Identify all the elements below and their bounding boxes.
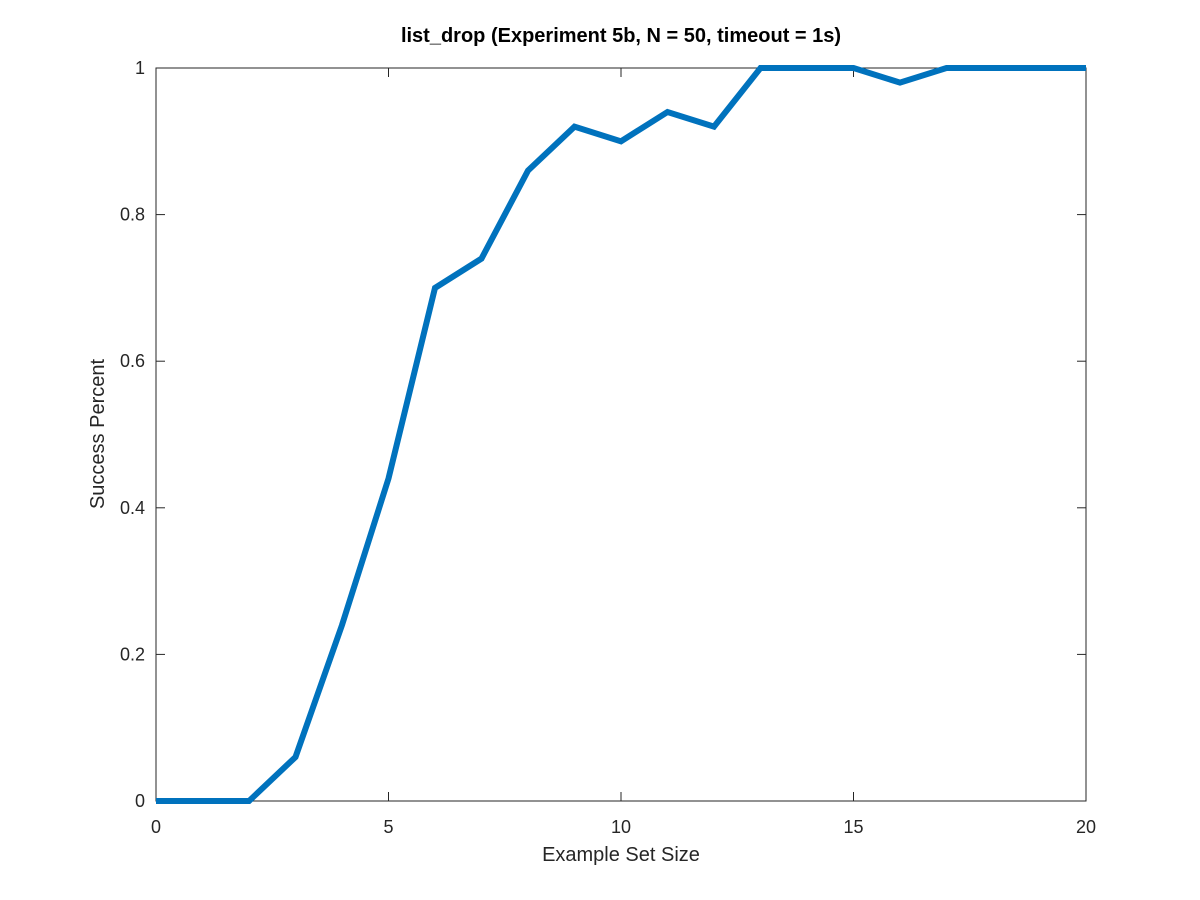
x-axis-label: Example Set Size bbox=[542, 844, 700, 866]
x-tick-label: 20 bbox=[1076, 817, 1096, 837]
tick-labels: 0 5 10 15 20 0 0.2 0.4 0.6 0.8 1 bbox=[120, 58, 1096, 837]
y-tick-label: 0.4 bbox=[120, 498, 145, 518]
y-tick-label: 1 bbox=[135, 58, 145, 78]
plot-area bbox=[155, 67, 1087, 802]
y-tick-label: 0 bbox=[135, 791, 145, 811]
y-tick-label: 0.6 bbox=[120, 351, 145, 371]
x-tick-label: 15 bbox=[843, 817, 863, 837]
series-line-1 bbox=[156, 65, 1086, 804]
series-layer bbox=[156, 65, 1086, 804]
x-tick-label: 10 bbox=[611, 817, 631, 837]
x-tick-label: 5 bbox=[383, 817, 393, 837]
y-tick-label: 0.8 bbox=[120, 205, 145, 225]
chart-title: list_drop (Experiment 5b, N = 50, timeou… bbox=[401, 25, 841, 47]
x-tick-label: 0 bbox=[151, 817, 161, 837]
y-tick-label: 0.2 bbox=[120, 644, 145, 664]
y-axis-label: Success Percent bbox=[87, 359, 109, 510]
